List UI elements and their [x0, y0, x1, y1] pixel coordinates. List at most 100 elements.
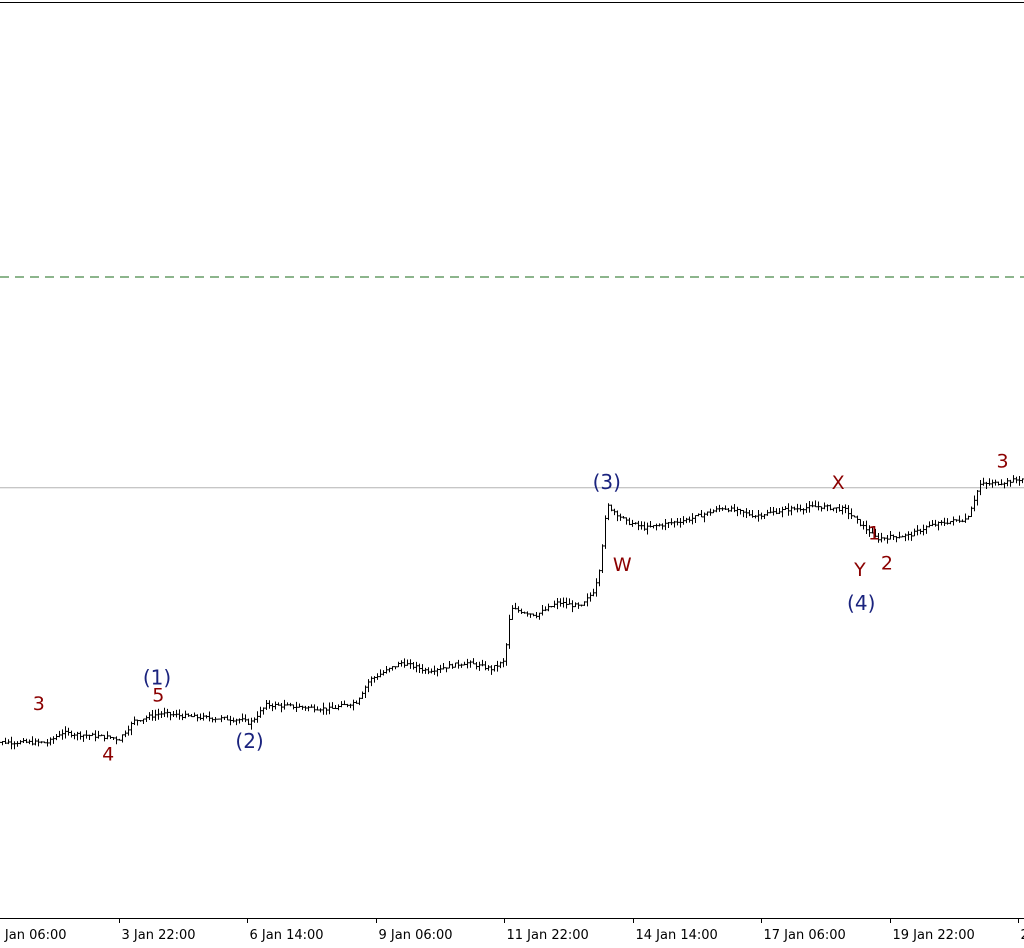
price-bar [886, 534, 889, 544]
price-bar [157, 708, 160, 720]
price-bar [427, 667, 430, 675]
price-bar [841, 505, 844, 515]
price-bar [118, 738, 121, 741]
price-bar [880, 532, 883, 543]
price-bar [400, 660, 403, 667]
price-bar [16, 741, 19, 747]
price-bar [616, 510, 619, 522]
x-tick-label: 2 Jan 06:00 [0, 928, 67, 943]
price-bar [355, 700, 358, 704]
price-bar [808, 500, 811, 513]
price-bar [835, 507, 838, 514]
price-bar [334, 705, 337, 710]
price-bar [943, 517, 946, 526]
price-bar [790, 505, 793, 516]
price-bar [904, 533, 907, 542]
price-bar [85, 730, 88, 739]
price-bar [730, 505, 733, 512]
price-bar [460, 663, 463, 668]
price-bar [562, 597, 565, 608]
price-bar [175, 709, 178, 718]
price-bar [727, 507, 730, 513]
price-bar [826, 504, 829, 512]
price-bar [28, 739, 31, 745]
price-bar [604, 515, 607, 549]
price-bar [181, 713, 184, 721]
price-bar [511, 605, 514, 620]
price-bar [328, 702, 331, 715]
price-bar [664, 518, 667, 531]
price-bar [988, 478, 991, 486]
price-bar [625, 517, 628, 525]
price-bar [151, 710, 154, 721]
price-bar [322, 702, 325, 715]
price-bar [316, 706, 319, 711]
price-bar [295, 701, 298, 713]
price-bar [283, 699, 286, 710]
price-bar [304, 705, 307, 711]
price-bar [172, 711, 175, 717]
price-bar [877, 533, 880, 543]
price-bar [40, 741, 43, 744]
price-bar [202, 712, 205, 721]
price-bar [793, 506, 796, 511]
price-bar [319, 708, 322, 713]
wave-label: 2 [881, 553, 893, 575]
price-bar [349, 703, 352, 709]
price-bar [64, 726, 67, 739]
price-bar [247, 718, 250, 726]
price-bar [163, 707, 166, 717]
price-bar [955, 519, 958, 522]
price-bar [718, 504, 721, 512]
x-tick-label: 17 Jan 06:00 [764, 928, 846, 943]
price-bar [925, 525, 928, 534]
price-bar [214, 716, 217, 723]
x-tick-label: 9 Jan 06:00 [379, 928, 453, 943]
price-bar [382, 670, 385, 676]
price-bar [262, 707, 265, 715]
price-bar [700, 509, 703, 518]
price-bar [496, 660, 499, 672]
price-bar [583, 601, 586, 606]
price-bar [832, 507, 835, 512]
price-bar [910, 531, 913, 541]
wave-label: (2) [235, 729, 263, 753]
price-bar [454, 662, 457, 668]
price-bar [1, 741, 4, 746]
price-bar [361, 691, 364, 699]
price-bar [817, 501, 820, 511]
price-bar [487, 665, 490, 671]
wave-label: 3 [33, 693, 45, 715]
price-bar [994, 479, 997, 486]
price-bar [67, 727, 70, 736]
price-bar [796, 503, 799, 513]
price-bar [991, 479, 994, 488]
price-bar [148, 712, 151, 721]
price-bar [607, 503, 610, 521]
price-bar [553, 600, 556, 608]
price-bar [709, 508, 712, 516]
price-bar [1015, 476, 1018, 484]
price-bar [799, 504, 802, 512]
price-bar [736, 506, 739, 517]
wave-label: (1) [143, 665, 171, 689]
price-bar [919, 528, 922, 535]
price-bar [901, 535, 904, 538]
price-bar [529, 613, 532, 618]
price-bar [922, 524, 925, 536]
price-bar [556, 597, 559, 610]
price-bar [139, 720, 142, 722]
price-bar [238, 718, 241, 724]
price-bar [313, 704, 316, 713]
x-tick-label: 19 Jan 22:00 [893, 928, 975, 943]
price-bar [844, 504, 847, 514]
price-bar [829, 504, 832, 511]
price-bar [931, 519, 934, 527]
price-bar [766, 509, 769, 516]
price-bar [439, 664, 442, 674]
price-bar [466, 658, 469, 669]
price-bar [127, 725, 130, 736]
price-bar [517, 606, 520, 613]
price-bar [601, 544, 604, 574]
